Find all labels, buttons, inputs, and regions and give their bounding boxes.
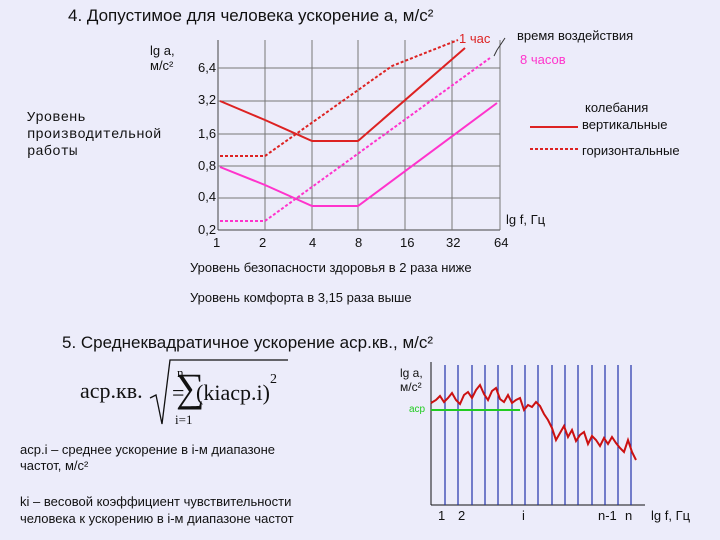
formula-sum-sign: ∑ xyxy=(176,365,205,410)
formula-equals: = xyxy=(172,380,185,405)
section2-title: 5. Среднеквадратичное ускорение aср.кв.,… xyxy=(62,333,434,352)
definition-k-line2: человека к ускорению в i-м диапазоне час… xyxy=(20,511,294,526)
graph2-x-tick: n-1 xyxy=(598,508,617,523)
x-tick-label: 1 xyxy=(213,235,221,250)
y-axis-label-line1: lg a, xyxy=(150,43,175,58)
x-tick-label: 32 xyxy=(446,235,461,250)
section1-title: 4. Допустимое для человека ускорение a, … xyxy=(68,6,434,25)
annotation-1-hour: 1 час xyxy=(459,31,491,46)
left-label-line3: работы xyxy=(27,144,78,160)
frequency-band-lines xyxy=(444,365,632,505)
graph2-y-label-line1: lg a, xyxy=(400,366,423,380)
acceleration-signal xyxy=(430,383,637,461)
formula-upper-limit: n xyxy=(177,365,184,380)
legend-horizontal-label: горизонтальные xyxy=(582,143,680,158)
average-level-label: aср xyxy=(409,404,426,415)
note-safety: Уровень безопасности здоровья в 2 раза н… xyxy=(190,260,472,275)
graph2-x-axis-label: lg f, Гц xyxy=(651,508,691,523)
legend-vertical-label: вертикальные xyxy=(582,117,668,132)
graph2-x-tick: n xyxy=(625,508,633,523)
vertical-8h-curve xyxy=(219,102,498,207)
x-axis-label: lg f, Гц xyxy=(506,212,546,227)
vertical-1h-curve xyxy=(219,47,466,142)
y-tick-label: 1,6 xyxy=(198,126,217,141)
legend-title: колебания xyxy=(585,100,649,115)
definition-a-line2: частот, м/с² xyxy=(20,458,89,473)
definition-a-line1: aср.i – среднее ускорение в i-м диапазон… xyxy=(20,442,276,457)
exposure-time-label: время воздействия xyxy=(517,28,634,43)
x-tick-label: 64 xyxy=(494,235,509,250)
exposure-leader xyxy=(496,37,506,51)
formula-body: (kiaср.i) xyxy=(196,380,270,405)
x-tick-label: 4 xyxy=(309,235,317,250)
left-label-line1: Уровень xyxy=(27,110,86,126)
x-tick-label: 8 xyxy=(355,235,363,250)
exposure-leader-tail xyxy=(493,49,498,57)
x-tick-label: 16 xyxy=(400,235,415,250)
graph2-y-label-line2: м/с² xyxy=(400,380,422,394)
left-label-line2: производительной xyxy=(27,127,162,143)
graph2-x-tick: 1 xyxy=(438,508,446,523)
formula-power: 2 xyxy=(270,372,277,387)
y-axis-label-line2: м/с² xyxy=(150,58,174,73)
graph2-x-tick: 2 xyxy=(458,508,466,523)
definition-k-line1: ki – весовой коэффициент чувствительност… xyxy=(20,494,292,509)
horizontal-1h-curve xyxy=(220,39,459,157)
vertical-gridlines xyxy=(264,40,501,230)
formula-lhs: aср.кв. xyxy=(80,378,143,403)
y-tick-label: 0,8 xyxy=(198,158,217,173)
y-tick-label: 0,2 xyxy=(198,222,217,237)
y-tick-label: 6,4 xyxy=(198,60,217,75)
horizontal-8h-curve xyxy=(220,57,491,222)
x-tick-label: 2 xyxy=(259,235,267,250)
annotation-8-hours: 8 часов xyxy=(520,52,566,67)
graph2-x-tick: i xyxy=(522,508,525,523)
note-comfort: Уровень комфорта в 3,15 раза выше xyxy=(190,290,412,305)
y-tick-label: 3,2 xyxy=(198,92,217,107)
y-tick-label: 0,4 xyxy=(198,189,217,204)
formula-lower-limit: i=1 xyxy=(175,412,193,427)
